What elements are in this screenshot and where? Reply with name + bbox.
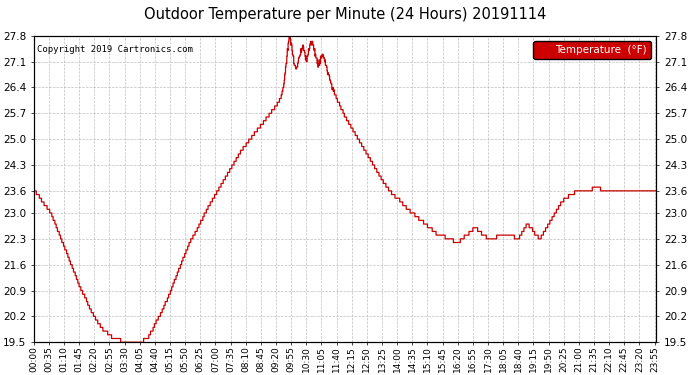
Text: Outdoor Temperature per Minute (24 Hours) 20191114: Outdoor Temperature per Minute (24 Hours…: [144, 8, 546, 22]
Legend: Temperature  (°F): Temperature (°F): [533, 41, 651, 59]
Text: Copyright 2019 Cartronics.com: Copyright 2019 Cartronics.com: [37, 45, 193, 54]
